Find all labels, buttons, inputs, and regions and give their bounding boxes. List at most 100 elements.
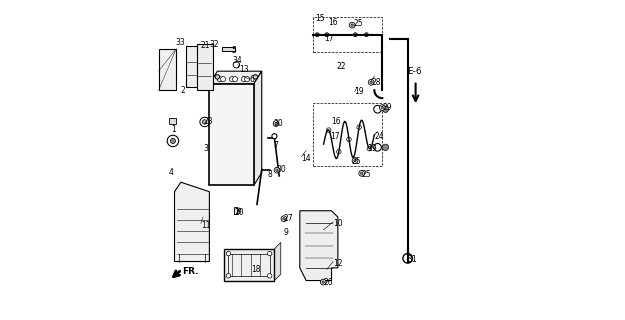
Text: 6: 6 <box>249 75 254 84</box>
Circle shape <box>368 79 374 85</box>
Circle shape <box>244 76 250 82</box>
Circle shape <box>273 121 279 126</box>
Circle shape <box>359 171 364 176</box>
Circle shape <box>354 159 356 162</box>
FancyBboxPatch shape <box>234 207 237 214</box>
Text: 11: 11 <box>201 220 211 229</box>
Circle shape <box>325 33 329 36</box>
Circle shape <box>226 274 231 278</box>
Circle shape <box>382 106 389 112</box>
Text: 17: 17 <box>330 132 339 141</box>
Circle shape <box>316 33 319 36</box>
Circle shape <box>357 125 361 129</box>
Text: FR.: FR. <box>182 267 198 276</box>
Circle shape <box>276 169 278 172</box>
Text: 27: 27 <box>283 214 293 223</box>
Circle shape <box>361 172 363 175</box>
FancyBboxPatch shape <box>159 49 176 90</box>
Circle shape <box>274 167 280 173</box>
Text: 19: 19 <box>355 87 364 96</box>
Circle shape <box>215 75 219 79</box>
Text: 31: 31 <box>407 255 417 264</box>
Text: 30: 30 <box>276 165 286 174</box>
Text: 25: 25 <box>353 19 362 28</box>
Text: 8: 8 <box>268 170 272 179</box>
Circle shape <box>275 122 278 125</box>
Text: 21: 21 <box>201 41 211 50</box>
Text: 7: 7 <box>274 141 279 150</box>
Text: 13: 13 <box>239 65 249 74</box>
Text: 28: 28 <box>371 78 381 87</box>
Text: 1: 1 <box>171 125 176 134</box>
Circle shape <box>217 76 222 82</box>
Text: 10: 10 <box>333 219 342 228</box>
Polygon shape <box>300 211 338 281</box>
Circle shape <box>364 33 368 36</box>
FancyBboxPatch shape <box>197 44 212 90</box>
Text: 26: 26 <box>323 278 333 287</box>
Circle shape <box>370 81 372 84</box>
Circle shape <box>229 76 234 82</box>
Text: 30: 30 <box>274 119 284 128</box>
FancyBboxPatch shape <box>222 47 235 51</box>
Text: 4: 4 <box>169 168 174 177</box>
Text: 25: 25 <box>361 170 371 179</box>
Circle shape <box>374 143 381 151</box>
Circle shape <box>367 147 371 151</box>
Circle shape <box>382 144 389 150</box>
Text: 3: 3 <box>203 144 208 153</box>
Circle shape <box>349 22 355 28</box>
Circle shape <box>241 76 246 82</box>
Text: 12: 12 <box>333 259 342 268</box>
Text: 24: 24 <box>374 132 384 141</box>
Circle shape <box>321 279 326 285</box>
Circle shape <box>281 216 287 221</box>
Circle shape <box>233 62 239 68</box>
Text: 29: 29 <box>382 103 392 112</box>
Text: 20: 20 <box>235 208 244 217</box>
Circle shape <box>237 210 239 212</box>
Text: 34: 34 <box>232 56 242 65</box>
Circle shape <box>379 105 385 110</box>
Circle shape <box>374 105 381 113</box>
Text: 17: 17 <box>324 34 334 43</box>
Text: 22: 22 <box>337 62 346 71</box>
FancyBboxPatch shape <box>169 118 176 124</box>
Circle shape <box>282 217 285 220</box>
Text: 14: 14 <box>301 154 311 163</box>
Circle shape <box>202 120 207 124</box>
Text: 9: 9 <box>284 228 289 237</box>
Polygon shape <box>174 182 209 261</box>
FancyBboxPatch shape <box>209 84 254 185</box>
Text: 16: 16 <box>331 117 341 126</box>
Polygon shape <box>274 243 281 281</box>
Text: 18: 18 <box>252 265 261 274</box>
Circle shape <box>322 281 324 284</box>
Circle shape <box>326 128 331 132</box>
Text: 25: 25 <box>351 157 361 166</box>
Circle shape <box>352 158 358 164</box>
Polygon shape <box>209 71 262 84</box>
Circle shape <box>381 106 384 109</box>
Text: 2: 2 <box>181 86 186 95</box>
Circle shape <box>253 75 258 79</box>
Circle shape <box>272 134 277 139</box>
Text: 15: 15 <box>316 14 325 23</box>
Circle shape <box>268 274 272 278</box>
Circle shape <box>226 252 231 256</box>
FancyBboxPatch shape <box>224 249 274 281</box>
Circle shape <box>351 24 353 27</box>
Text: 32: 32 <box>209 40 219 49</box>
Polygon shape <box>254 71 262 185</box>
Circle shape <box>347 137 351 142</box>
Circle shape <box>268 252 272 256</box>
Circle shape <box>221 76 226 82</box>
FancyBboxPatch shape <box>186 46 200 87</box>
Circle shape <box>235 208 241 214</box>
Text: 5: 5 <box>232 46 236 55</box>
Circle shape <box>337 149 341 154</box>
Circle shape <box>171 139 176 143</box>
Text: 33: 33 <box>176 38 185 47</box>
Text: 19: 19 <box>367 144 376 153</box>
Circle shape <box>353 33 357 36</box>
